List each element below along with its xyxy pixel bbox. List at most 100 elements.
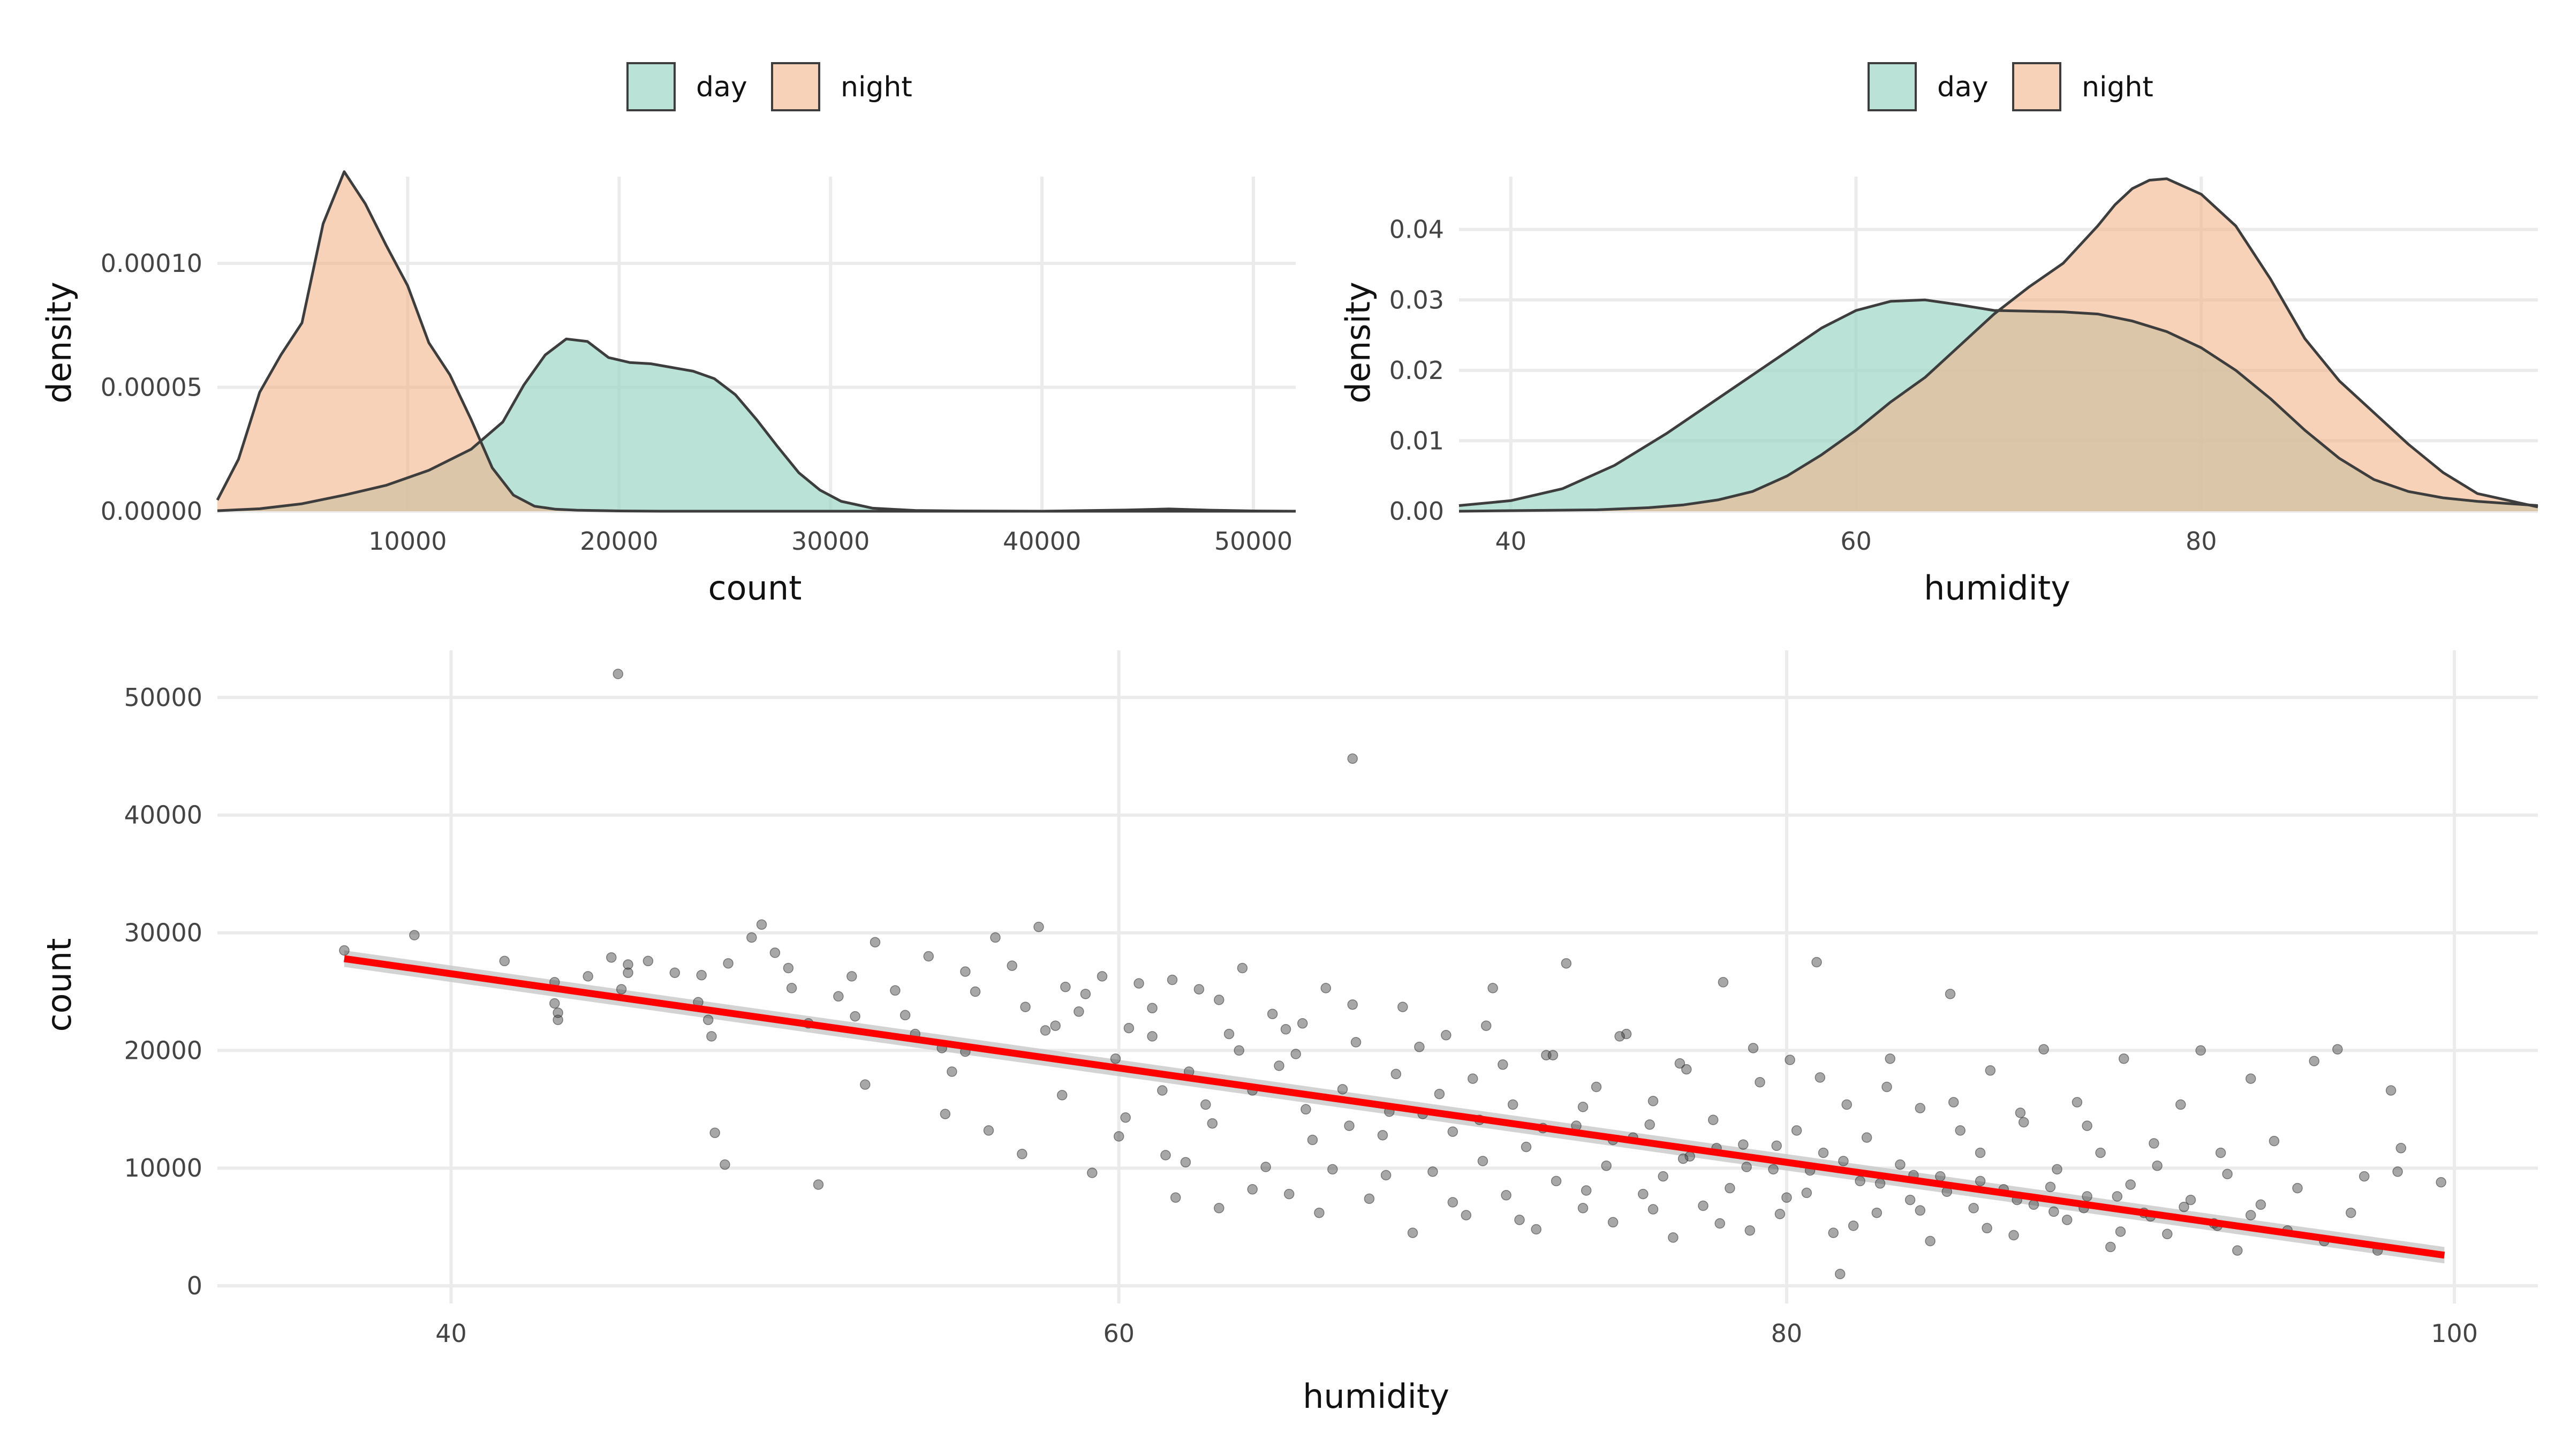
scatter-point [499,956,510,967]
scatter-point [2049,1206,2059,1217]
scatter-point [1561,958,1572,969]
y-tick-label: 0.00000 [101,497,202,526]
scatter-point [890,985,901,996]
scatter-point [616,984,627,995]
scatter-point [1841,1099,1852,1110]
scatter-point [1480,1020,1492,1031]
y-tick-label: 0.00 [1389,497,1444,526]
scatter-point [2185,1194,2196,1205]
scatter-point [723,958,734,969]
grid-scatter [217,650,2538,1303]
scatter-point [1834,1269,1846,1279]
density-area-night [1459,178,2538,511]
scatter-point [2245,1210,2256,1220]
scatter-point [2332,1044,2343,1055]
y-tick-label: 0 [187,1271,202,1300]
scatter-point [1707,1114,1719,1125]
scatter-point [1380,1170,1392,1181]
areas-count [216,170,1296,513]
y-tick-label: 50000 [124,683,202,712]
scatter-point [1123,1022,1135,1034]
scatter-point [1056,1090,1068,1101]
scatter-point [1738,1139,1749,1150]
y-tick-label: 0.00010 [101,249,202,278]
y-tick-label: 20000 [124,1036,202,1065]
scatter-point [1170,1192,1181,1203]
scatter-point [1748,1043,1759,1053]
scatter-point [1180,1157,1191,1167]
scatter-point [833,991,844,1002]
scatter-point [2052,1164,2062,1175]
scatter-point [606,952,617,963]
y-tick-label: 0.02 [1389,356,1444,385]
scatter-point [696,969,707,981]
scatter-point [746,932,757,943]
scatter-point [669,967,681,979]
scatter-point [756,919,767,930]
scatter-point [1040,1025,1051,1036]
scatter-point [2245,1073,2256,1084]
legend-label-day: day [1937,71,1989,103]
scatter-point [1904,1194,1916,1205]
scatter-point [1774,1209,1786,1219]
scatter-point [1234,1045,1244,1056]
scatter-point [1414,1042,1425,1052]
scatter-point [2082,1120,2092,1131]
scatter-panel: 0 10000 20000 30000 40000 50000 40 60 80 100 cou… [40,650,2538,1416]
scatter-point [2008,1230,2019,1241]
scatter-point [1087,1167,1098,1178]
scatter-point [1447,1126,1458,1137]
scatter-point [1638,1188,1649,1200]
scatter-point [860,1079,871,1090]
scatter-point [1771,1140,1782,1151]
scatter-point [1498,1059,1508,1070]
scatter-point [1274,1060,1284,1071]
scatter-point [1621,1028,1632,1040]
scatter-point [900,1010,911,1021]
scatter-point [1260,1162,1271,1172]
legend-key-day [626,62,676,111]
scatter-point [1214,1203,1224,1214]
scatter-point [1461,1210,1472,1220]
scatter-point [1601,1161,1612,1171]
scatter-point [1591,1081,1602,1093]
scatter-point [623,959,633,970]
scatter-point [553,1007,563,1018]
scatter-point [2385,1085,2397,1096]
scatter-point [1193,984,1205,995]
scatter-point [2359,1171,2370,1182]
scatter-point [813,1179,824,1190]
scatter-point [1320,983,1332,994]
y-tick-label: 0.03 [1389,285,1444,314]
scatter-point [2436,1177,2446,1188]
density-outline-night [1458,177,2538,513]
scatter-point [1247,1184,1258,1195]
scatter-point [1945,989,1956,999]
scatter-point [1441,1030,1452,1041]
scatter-point [1074,1006,1084,1017]
scatter-point [1301,1104,1311,1115]
y-tick-label: 30000 [124,919,202,947]
y-tick-label: 0.00005 [101,373,202,402]
density-area-night [217,171,1296,511]
scatter-point [1885,1053,1895,1064]
scatter-point [1755,1076,1765,1088]
scatter-point [1725,1182,1735,1194]
scatter-point [1815,1072,1826,1083]
scatter-point [1551,1176,1562,1187]
scatter-point [2061,1215,2073,1225]
scatter-point [1698,1200,1709,1211]
scatter-point [1607,1217,1619,1228]
scatter-point [983,1125,994,1136]
scatter-point [1531,1224,1541,1235]
scatter-point [1982,1223,1992,1234]
x-axis-label-humidity: humidity [1924,568,2070,608]
regression-line [344,955,2445,1259]
scatter-point [990,932,1001,943]
scatter-point [2269,1135,2280,1147]
x-tick-label: 40000 [1003,527,1081,556]
density-humidity-panel: day night 0.00 0.01 0.02 0.03 0.04 40 60 80 de… [1339,62,2538,608]
scatter-point [706,1031,717,1042]
scatter-point [1157,1085,1168,1096]
scatter-point [2082,1191,2092,1202]
